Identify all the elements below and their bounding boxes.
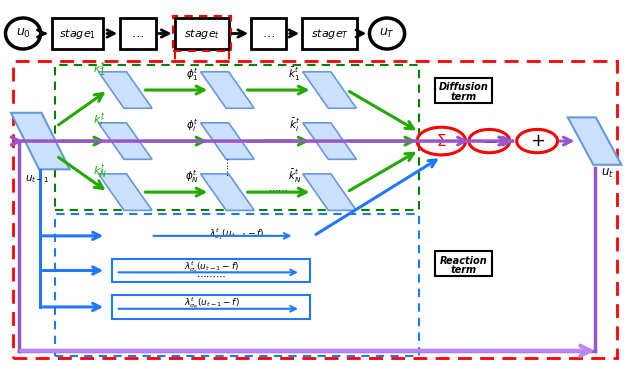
Polygon shape [200, 123, 254, 159]
Text: $u_0$: $u_0$ [15, 27, 31, 40]
Text: $\bar{k}_N^t$: $\bar{k}_N^t$ [288, 168, 301, 185]
Text: $stage_1$: $stage_1$ [59, 26, 96, 41]
Polygon shape [99, 123, 152, 159]
Text: $k_N^t$: $k_N^t$ [93, 163, 107, 182]
Ellipse shape [6, 18, 40, 49]
Polygon shape [200, 72, 254, 108]
Bar [173, 16, 231, 51]
Text: Reaction: Reaction [440, 255, 488, 266]
Bar [113, 259, 310, 282]
Bar [55, 214, 419, 356]
Text: Diffusion: Diffusion [439, 82, 488, 92]
Text: $\phi_N^t$: $\phi_N^t$ [185, 168, 199, 185]
Text: term: term [451, 265, 477, 275]
Bar [55, 64, 419, 210]
Text: $\phi_i^t$: $\phi_i^t$ [186, 117, 198, 134]
Text: $\cdots\cdots$: $\cdots\cdots$ [268, 185, 289, 195]
Polygon shape [303, 123, 356, 159]
Bar [252, 18, 287, 49]
Ellipse shape [369, 18, 404, 49]
Text: $+$: $+$ [529, 132, 545, 150]
Bar [435, 78, 492, 103]
Text: $u_{t-1}$: $u_{t-1}$ [25, 173, 49, 185]
Bar [52, 18, 103, 49]
Text: $\Sigma$: $\Sigma$ [436, 133, 447, 149]
Text: $\cdots\cdots\cdots$: $\cdots\cdots\cdots$ [196, 271, 227, 281]
Text: $\lambda_{\sigma_R}^t(u_{t-1}-f)$: $\lambda_{\sigma_R}^t(u_{t-1}-f)$ [184, 295, 239, 311]
Polygon shape [99, 174, 152, 210]
Polygon shape [303, 72, 356, 108]
Text: $\bar{k}_i^t$: $\bar{k}_i^t$ [289, 117, 300, 134]
Polygon shape [200, 174, 254, 210]
Text: $-$: $-$ [482, 132, 497, 150]
Bar [13, 61, 617, 358]
Polygon shape [99, 72, 152, 108]
Text: $k_1^t$: $k_1^t$ [93, 61, 106, 79]
Text: $\cdots\cdots\cdots$: $\cdots\cdots\cdots$ [264, 134, 294, 144]
Text: $\lambda_{\sigma_1}^t(u_{t-1}-f)$: $\lambda_{\sigma_1}^t(u_{t-1}-f)$ [209, 226, 265, 242]
Bar [120, 18, 156, 49]
Text: term: term [451, 92, 477, 102]
Text: $\ldots$: $\ldots$ [262, 27, 275, 40]
Polygon shape [303, 174, 356, 210]
Bar [175, 18, 229, 49]
Text: $\cdots\cdots$: $\cdots\cdots$ [223, 156, 232, 177]
Bar [435, 251, 492, 276]
Text: $u_t$: $u_t$ [601, 167, 614, 180]
Text: $\ldots$: $\ldots$ [131, 27, 145, 40]
Bar [113, 295, 310, 319]
Text: $\phi_1^t$: $\phi_1^t$ [186, 66, 198, 83]
Polygon shape [568, 117, 621, 165]
Text: $stage_t$: $stage_t$ [184, 26, 220, 41]
Text: $u_T$: $u_T$ [379, 27, 395, 40]
Text: $stage_T$: $stage_T$ [310, 26, 349, 41]
Polygon shape [11, 113, 70, 169]
Bar [303, 18, 356, 49]
Text: $k_i^t$: $k_i^t$ [93, 112, 106, 130]
Text: $\bar{k}_1^t$: $\bar{k}_1^t$ [289, 66, 301, 83]
Text: $\lambda_{\sigma_s}^t(u_{t-1}-f)$: $\lambda_{\sigma_s}^t(u_{t-1}-f)$ [184, 259, 239, 275]
